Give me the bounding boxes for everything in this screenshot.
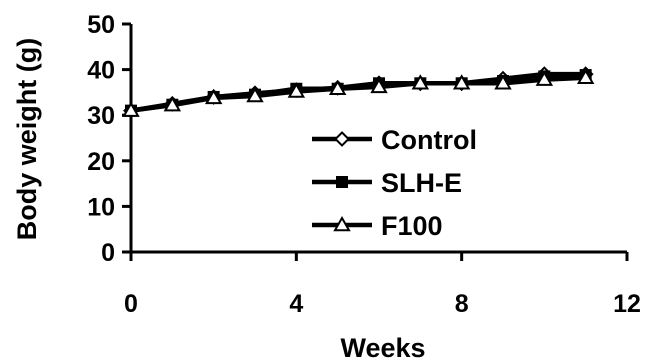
data-point — [246, 87, 264, 103]
series-markers-f100 — [122, 68, 595, 117]
legend-marker — [333, 215, 351, 232]
legend: Control SLH-E F100 — [312, 125, 477, 241]
data-point — [122, 101, 140, 117]
data-point — [576, 68, 595, 85]
series-f100 — [130, 75, 586, 113]
x-tick-label: 12 — [613, 290, 641, 318]
data-point — [370, 77, 388, 94]
y-axis-title: Body weight (g) — [12, 38, 42, 240]
legend-marker — [336, 176, 348, 188]
axes: 0 10 20 30 40 50 0 4 8 12 — [87, 11, 641, 318]
data-point — [494, 74, 512, 90]
legend-label: F100 — [381, 211, 443, 241]
y-tick-label: 50 — [87, 11, 115, 39]
y-tick-label: 40 — [87, 57, 115, 85]
x-tick-label: 0 — [124, 290, 138, 318]
x-axis-title: Weeks — [340, 333, 425, 362]
legend-label: Control — [381, 125, 477, 155]
legend-label: SLH-E — [381, 168, 462, 198]
data-point — [204, 88, 223, 105]
legend-item: SLH-E — [312, 168, 462, 198]
data-point — [163, 96, 182, 112]
series-layer — [122, 66, 595, 119]
y-tick-label: 20 — [87, 148, 115, 176]
y-tick-label: 0 — [101, 239, 115, 267]
data-point — [411, 74, 430, 90]
data-point — [452, 74, 471, 90]
legend-item: Control — [312, 125, 477, 155]
y-tick-label: 30 — [87, 102, 115, 130]
legend-marker — [334, 131, 350, 147]
data-point — [287, 82, 306, 98]
x-tick-label: 4 — [289, 290, 303, 318]
y-tick-label: 10 — [87, 193, 115, 221]
data-point — [535, 70, 554, 86]
legend-item: F100 — [312, 211, 443, 241]
x-tick-label: 8 — [455, 290, 469, 318]
series-line — [130, 75, 586, 113]
data-point — [328, 79, 347, 96]
